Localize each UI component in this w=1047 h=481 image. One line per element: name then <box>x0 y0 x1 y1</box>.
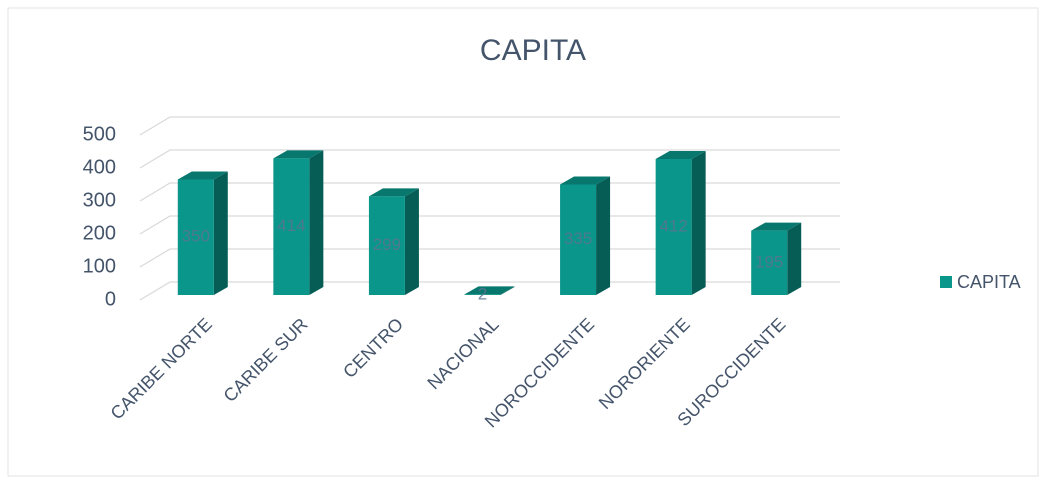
bar <box>368 188 419 295</box>
y-tick-label: 500 <box>83 123 116 145</box>
data-label: 414 <box>277 216 305 235</box>
bar <box>560 176 611 295</box>
grid-line <box>139 248 840 268</box>
grid-line <box>139 116 840 136</box>
bar-top <box>177 171 228 180</box>
y-tick-label: 200 <box>83 222 116 244</box>
bar-side <box>691 151 706 295</box>
bar-front <box>655 159 692 295</box>
bar <box>464 286 515 295</box>
bar-front <box>273 158 310 295</box>
grid-line <box>139 149 840 169</box>
data-label: 412 <box>659 217 687 236</box>
chart-frame <box>7 7 1039 477</box>
bar-top <box>368 188 419 197</box>
bar-top <box>655 151 706 160</box>
chart-title: CAPITA <box>480 34 586 67</box>
bar-side <box>309 150 324 295</box>
bar-front <box>751 230 788 295</box>
data-label: 195 <box>755 252 783 271</box>
grid-line <box>139 182 840 202</box>
bar-top <box>464 286 515 295</box>
bar-front <box>560 184 597 295</box>
bar-front <box>464 294 501 295</box>
bar-top <box>560 176 611 185</box>
data-label: 2 <box>478 284 487 303</box>
bar <box>273 150 324 295</box>
y-tick-label: 400 <box>83 156 116 178</box>
bar-top <box>751 222 802 231</box>
bar-top <box>273 150 324 159</box>
bar-front <box>368 196 405 295</box>
legend-swatch <box>940 276 952 288</box>
bar <box>751 222 802 295</box>
bar-side <box>213 171 228 295</box>
y-tick-label: 100 <box>83 255 116 277</box>
data-label: 350 <box>182 227 210 246</box>
data-label: 335 <box>564 229 592 248</box>
y-tick-label: 0 <box>105 288 116 310</box>
bar-side <box>500 286 515 295</box>
bar-side <box>787 222 802 295</box>
bar-side <box>404 188 419 295</box>
data-label: 299 <box>373 235 401 254</box>
grid-line <box>139 215 840 235</box>
bar <box>655 151 706 295</box>
y-tick-label: 300 <box>83 189 116 211</box>
bar-side <box>596 176 611 295</box>
legend-label: CAPITA <box>957 272 1021 292</box>
bar <box>177 171 228 295</box>
grid-line <box>139 281 840 301</box>
bar-front <box>177 179 214 295</box>
